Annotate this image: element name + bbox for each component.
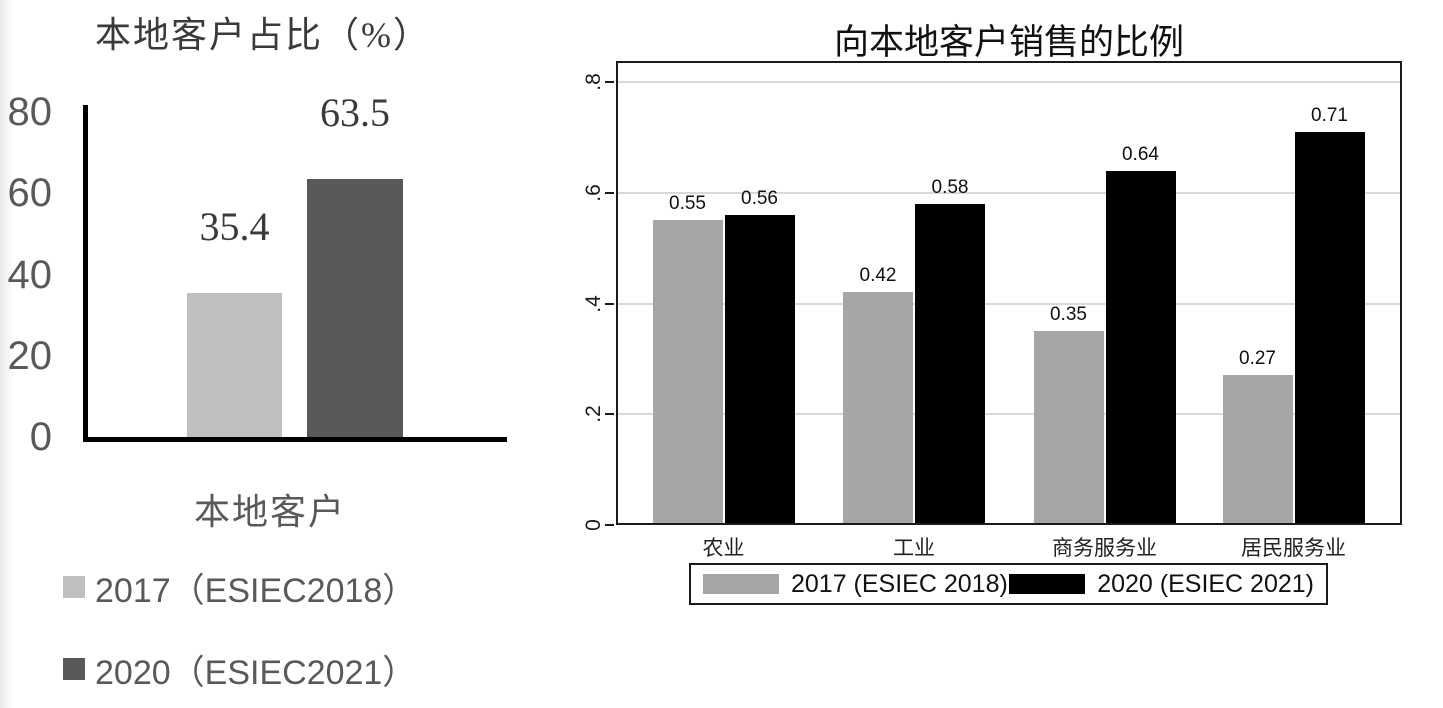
y-tick-label: 0	[582, 519, 605, 531]
category-label: 工业	[893, 537, 935, 560]
bar-value-label: 0.56	[741, 187, 778, 209]
legend-label: 2020（ESIEC2021）	[95, 653, 417, 692]
left-chart-x-axis-line	[83, 437, 507, 442]
right-chart-title: 向本地客户销售的比例	[833, 23, 1184, 62]
legend-item: 2020（ESIEC2021）	[63, 646, 416, 692]
bar-value-label: 0.42	[859, 265, 897, 287]
bar-series-2020	[724, 214, 795, 523]
y-tick-mark	[605, 302, 614, 305]
y-tick-mark	[605, 524, 614, 526]
bar-value-label: 0.55	[669, 193, 706, 215]
bar-series-2017	[187, 293, 282, 437]
category-label: 商务服务业	[1052, 537, 1157, 560]
y-tick-label: .4	[582, 294, 605, 313]
left-chart-y-axis-line	[83, 105, 88, 442]
legend-label: 2017（ESIEC2018）	[95, 571, 417, 610]
bar-series-2017	[652, 220, 723, 523]
legend-item: 2017（ESIEC2018）	[63, 564, 416, 610]
left-chart-x-label: 本地客户	[193, 491, 346, 532]
y-tick-label: .8	[582, 73, 605, 91]
bar-value-label: 0.27	[1239, 348, 1276, 370]
category-label: 居民服务业	[1241, 537, 1346, 560]
bar-value-label: 63.5	[320, 90, 390, 136]
left-chart-y-tick-label: 20	[7, 333, 53, 378]
left-chart-y-tick-label: 80	[7, 90, 53, 135]
bar-series-2020	[307, 179, 403, 437]
gridline	[618, 81, 1400, 83]
legend-item: 2020 (ESIEC 2021)	[1009, 570, 1314, 599]
left-chart-y-tick-label: 0	[29, 415, 52, 459]
bar-series-2017	[1033, 331, 1104, 523]
bar-value-label: 0.58	[931, 176, 969, 198]
gridline	[618, 191, 1400, 194]
left-chart-y-tick-label: 60	[7, 171, 53, 216]
y-tick-label: .2	[582, 405, 605, 424]
legend-label: 2020 (ESIEC 2021)	[1097, 569, 1314, 598]
right-chart-legend: 2017 (ESIEC 2018) 2020 (ESIEC 2021)	[689, 563, 1328, 605]
gridline	[618, 413, 1400, 416]
gridline	[618, 302, 1400, 305]
legend-swatch	[63, 658, 85, 680]
bar-value-label: 35.4	[199, 204, 270, 250]
bar-series-2017	[843, 292, 913, 523]
left-chart-title: 本地客户占比（%）	[95, 15, 431, 55]
y-tick-label: .6	[582, 184, 605, 202]
y-tick-mark	[605, 191, 614, 194]
bar-value-label: 0.64	[1122, 143, 1159, 165]
legend-item: 2017 (ESIEC 2018)	[703, 570, 1008, 599]
bar-series-2020	[1294, 131, 1365, 523]
bar-series-2020	[915, 203, 985, 523]
bar-value-label: 0.71	[1311, 104, 1348, 126]
legend-label: 2017 (ESIEC 2018)	[791, 569, 1008, 598]
legend-swatch	[703, 574, 779, 594]
legend-swatch	[63, 576, 85, 598]
category-label: 农业	[702, 537, 745, 560]
y-tick-mark	[605, 413, 614, 416]
bar-series-2020	[1105, 170, 1176, 523]
left-chart-y-tick-label: 40	[7, 252, 53, 297]
bar-value-label: 0.35	[1050, 304, 1087, 326]
y-tick-mark	[605, 81, 614, 83]
bar-series-2017	[1222, 375, 1293, 523]
page-edge-shading	[0, 0, 14, 708]
legend-swatch	[1009, 574, 1086, 594]
